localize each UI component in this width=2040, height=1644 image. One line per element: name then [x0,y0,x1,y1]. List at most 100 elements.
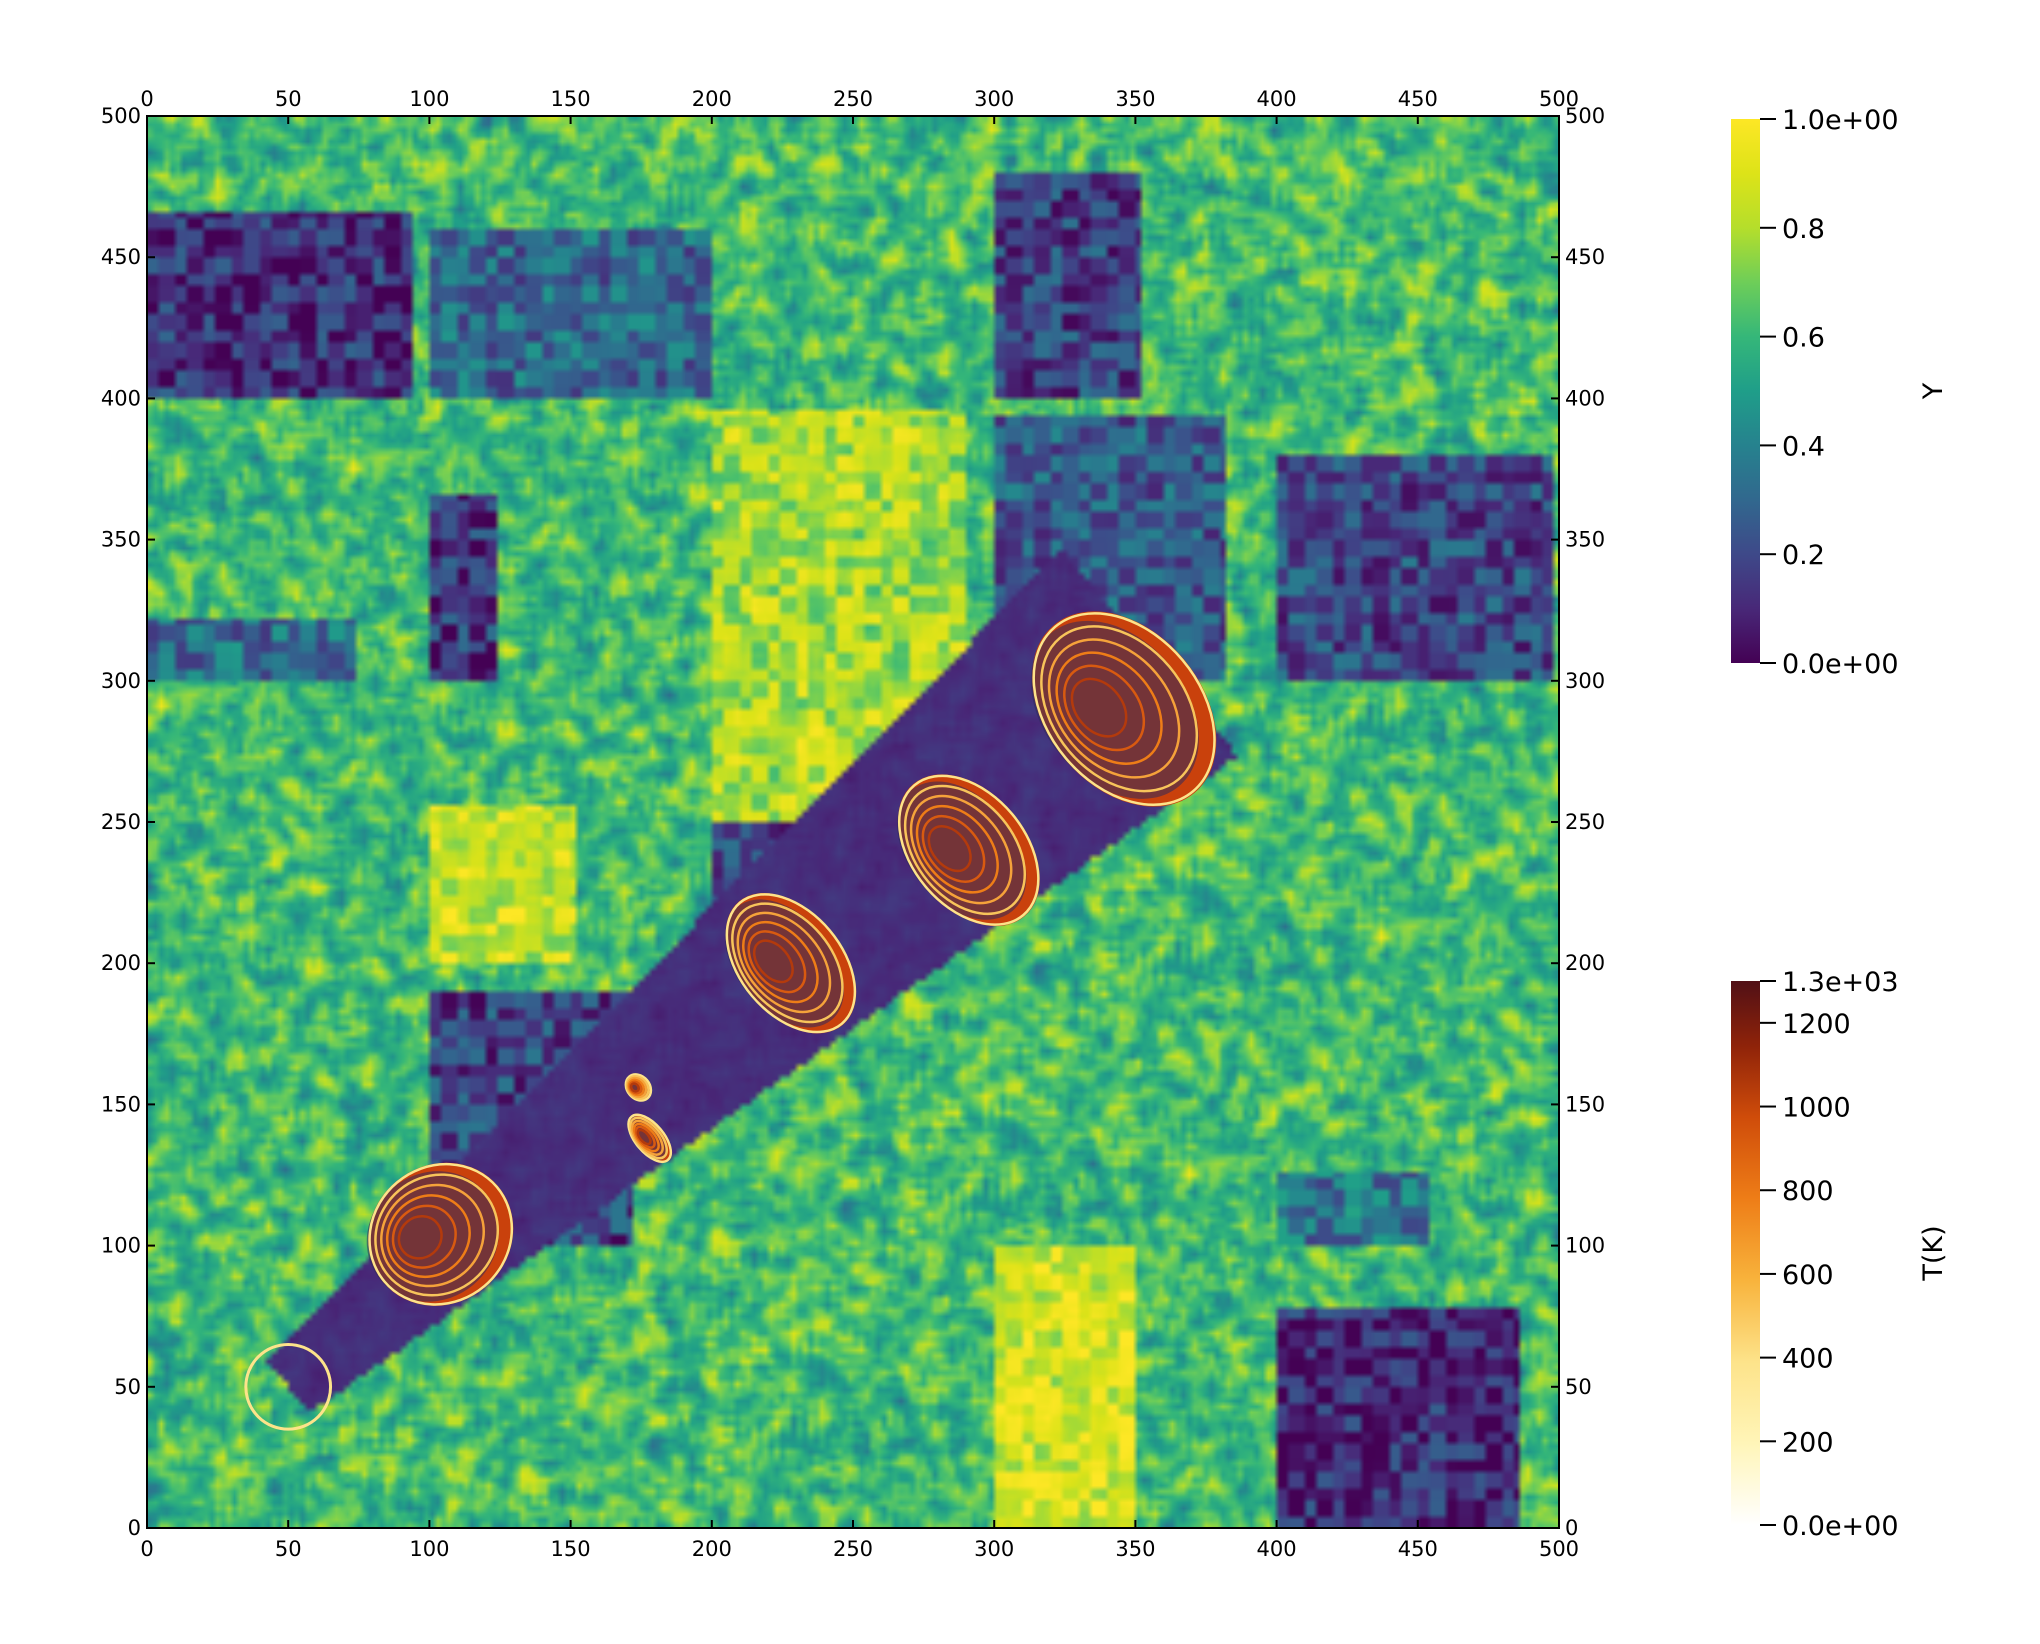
temperature-contour [627,1113,673,1163]
fire-fire-2b [627,1113,673,1163]
temperature-contour [921,814,986,883]
x-tick-label-top: 300 [974,87,1014,111]
fire-fire-2a [624,1073,653,1102]
y-tick-label-right: 400 [1565,386,1605,410]
y-tick-label-left: 300 [101,669,141,693]
y-colorbar-tick-label: 0.4 [1782,431,1825,462]
temperature-contour [736,911,832,1014]
y-colorbar: 1.0e+00 0.8 0.6 0.4 0.2 0.0e+00 Y [1731,105,1949,680]
y-tick-label-right: 500 [1565,104,1605,128]
y-tick-label-right: 200 [1565,951,1605,975]
x-tick-label-bottom: 300 [974,1537,1014,1561]
y-tick-label-left: 250 [101,810,141,834]
x-tick-label-top: 250 [833,87,873,111]
fire-outline [244,1342,333,1431]
temperature-contour [629,1082,640,1093]
y-tick-label-right: 0 [1565,1516,1578,1540]
temperature-contour [731,902,844,1024]
y-tick-label-left: 450 [101,245,141,269]
axes: 0 0 50 50 100 100 150 150 200 200 250 250 300 300 350 3… [101,87,1605,1561]
y-tick-label-left: 50 [114,1375,141,1399]
temperature-contour [1070,677,1128,738]
temperature-colorbar-tick-label: 400 [1782,1344,1834,1375]
fire-core [897,781,1027,920]
temperature-contour [903,784,1027,916]
temperature-colorbar-gradient [1731,981,1760,1525]
fire-core [724,899,844,1028]
y-tick-label-right: 300 [1565,669,1605,693]
y-tick-label-right: 150 [1565,1092,1605,1116]
temperature-contour [385,1194,471,1279]
heatmap-plot [146,115,1560,1529]
temperature-contour [397,1215,443,1260]
x-tick-label-top: 350 [1115,87,1155,111]
y-tick-label-left: 100 [101,1234,141,1258]
x-tick-label-top: 50 [275,87,302,111]
temperature-contour [725,893,857,1034]
temperature-colorbar-tick-label: 800 [1782,1176,1834,1207]
temperature-colorbar-tick-label: 1200 [1782,1009,1851,1040]
temperature-colorbar-title: T(K) [1918,1225,1949,1281]
y-colorbar-tick-label: 1.0e+00 [1782,105,1899,136]
temperature-contour [631,1119,664,1156]
temperature-contour [897,774,1040,926]
y-tick-label-right: 100 [1565,1234,1605,1258]
temperature-contour [747,930,807,994]
x-tick-label-bottom: 400 [1257,1537,1297,1561]
x-tick-label-top: 400 [1257,87,1297,111]
x-tick-label-top: 0 [140,87,153,111]
temperature-contour [1032,612,1216,806]
temperature-colorbar-tick-label: 1.3e+03 [1782,967,1899,998]
y-colorbar-tick-label: 0.2 [1782,540,1825,571]
temperature-contour [1040,625,1199,793]
temperature-contour [1063,664,1146,752]
x-tick-label-bottom: 50 [275,1537,302,1561]
y-tick-label-left: 500 [101,104,141,128]
x-tick-label-top: 500 [1539,87,1579,111]
y-tick-label-right: 450 [1565,245,1605,269]
fire-fire-3 [724,893,857,1034]
y-tick-label-right: 50 [1565,1375,1592,1399]
field-image [147,116,1559,1528]
x-tick-label-bottom: 150 [551,1537,591,1561]
temperature-colorbar-tick-label: 1000 [1782,1093,1851,1124]
temperature-contour [634,1125,656,1149]
x-tick-label-bottom: 200 [692,1537,732,1561]
temperature-contour [927,825,972,873]
temperature-contour [380,1183,485,1288]
y-tick-label-left: 350 [101,528,141,552]
temperature-contour [752,939,794,984]
temperature-contour [368,1162,514,1306]
temperature-contour [374,1173,500,1297]
x-tick-label-top: 100 [409,87,449,111]
y-colorbar-gradient [1731,119,1760,663]
temperature-contour [391,1204,457,1269]
y-tick-label-right: 350 [1565,528,1605,552]
fire-fire-1 [366,1162,514,1306]
x-tick-label-top: 150 [551,87,591,111]
x-tick-label-bottom: 350 [1115,1537,1155,1561]
temperature-contour [629,1116,668,1160]
temperature-colorbar: 1.3e+03 1200 1000 800 600 400 200 0.0e+00 T(K) [1731,967,1949,1542]
x-tick-label-bottom: 500 [1539,1537,1579,1561]
y-colorbar-tick-label: 0.6 [1782,323,1825,354]
fire-fire-5 [1030,611,1217,807]
y-tick-label-right: 250 [1565,810,1605,834]
temperature-contour [1055,651,1163,765]
temperature-contour [632,1122,660,1153]
y-colorbar-tick-label: 0.0e+00 [1782,649,1899,680]
fire-fire-4 [897,774,1040,927]
temperature-contour [915,804,999,894]
x-tick-label-top: 450 [1398,87,1438,111]
x-tick-label-bottom: 450 [1398,1537,1438,1561]
y-tick-label-left: 400 [101,386,141,410]
temperature-colorbar-tick-label: 200 [1782,1427,1834,1458]
x-tick-label-top: 200 [692,87,732,111]
x-tick-label-bottom: 250 [833,1537,873,1561]
y-colorbar-title: Y [1918,382,1949,400]
fire-contours [244,611,1217,1431]
temperature-contour [636,1128,652,1146]
temperature-contour [741,920,819,1004]
temperature-colorbar-tick-label: 600 [1782,1260,1834,1291]
